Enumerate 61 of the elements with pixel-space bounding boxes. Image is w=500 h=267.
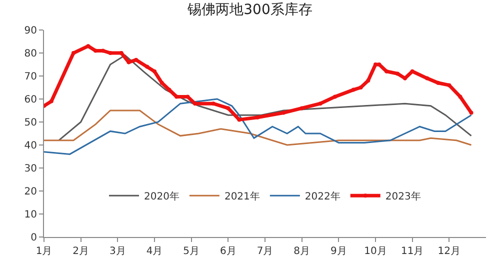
x-tick-label: 2月 <box>72 246 90 257</box>
point <box>425 76 430 80</box>
point <box>402 76 407 80</box>
y-tick-label: 10 <box>24 210 37 220</box>
point <box>318 102 322 106</box>
point <box>126 60 131 64</box>
point <box>160 80 164 85</box>
point <box>366 78 370 83</box>
point <box>86 44 90 48</box>
point <box>358 86 363 90</box>
point <box>300 106 304 110</box>
y-tick-label: 30 <box>24 164 37 174</box>
legend-label: 2020年 <box>144 190 180 202</box>
x-tick-label: 6月 <box>220 246 236 257</box>
x-tick-label: 1月 <box>36 246 52 257</box>
x-tick-label: 7月 <box>256 246 274 257</box>
x-tick-label: 5月 <box>183 246 200 257</box>
point <box>226 106 230 110</box>
x-tick-label: 10月 <box>364 246 387 257</box>
x-tick-label: 8月 <box>294 246 310 257</box>
point <box>332 94 337 99</box>
point <box>377 62 382 66</box>
point <box>167 88 172 92</box>
y-tick-label: 70 <box>24 72 37 82</box>
point <box>108 51 112 55</box>
point <box>384 69 389 74</box>
y-tick-label: 90 <box>24 26 37 36</box>
point <box>469 110 474 115</box>
line-series <box>58 54 472 142</box>
line-series <box>44 110 472 146</box>
legend-label: 2022年 <box>304 190 340 202</box>
point <box>256 115 260 120</box>
point <box>447 83 452 88</box>
point <box>145 64 150 69</box>
point <box>71 51 76 55</box>
point <box>351 88 356 92</box>
y-tick-label: 60 <box>24 94 37 106</box>
point <box>134 58 138 62</box>
y-tick-label: 0 <box>30 232 37 244</box>
point <box>374 62 378 66</box>
point <box>458 94 462 99</box>
line-series <box>44 98 472 155</box>
y-tick-label: 40 <box>24 140 37 152</box>
y-tick-label: 20 <box>24 186 37 198</box>
legend-label: 2021年 <box>224 190 260 202</box>
point <box>49 99 54 104</box>
y-tick-label: 80 <box>24 48 37 60</box>
x-tick-label: 9月 <box>330 246 347 257</box>
point <box>436 80 440 85</box>
x-tick-label: 3月 <box>109 246 126 257</box>
chart-title: 锡佛两地300系库存 <box>186 2 312 18</box>
x-tick-label: 11月 <box>400 246 424 257</box>
x-tick-label: 4月 <box>146 246 163 257</box>
x-tick-label: 12月 <box>438 246 461 257</box>
legend-label: 2023年 <box>385 190 421 202</box>
line-series <box>44 44 474 122</box>
point <box>396 72 400 76</box>
point <box>152 69 156 74</box>
point <box>237 118 242 122</box>
point <box>281 110 286 115</box>
y-tick-label: 50 <box>24 118 37 128</box>
